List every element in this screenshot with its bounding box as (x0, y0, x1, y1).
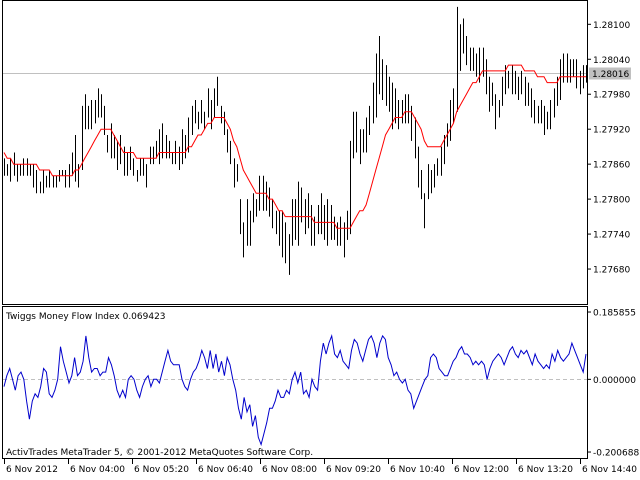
indicator-tick-label: 0.185855 (593, 309, 636, 319)
price-axis: 1.28100 1.28040 1.27980 1.27920 1.27860 1.278… (587, 21, 630, 276)
indicator-panel: Twiggs Money Flow Index 0.069423 ActivTr… (2, 306, 639, 459)
price-tick-label: 1.27920 (593, 126, 630, 136)
price-panel: 1.28100 1.28040 1.27980 1.27920 1.27860 1.278… (2, 0, 631, 305)
price-tick-label: 1.28100 (593, 21, 630, 31)
price-tick-label: 1.27740 (593, 231, 630, 241)
time-tick-label: 6 Nov 06:40 (198, 465, 253, 475)
price-tick-label: 1.27800 (593, 196, 630, 206)
indicator-tick-label: 0.000000 (593, 376, 636, 386)
time-axis: 6 Nov 2012 6 Nov 04:00 6 Nov 05:20 6 Nov 06… (4, 459, 637, 475)
time-tick-label: 6 Nov 05:20 (134, 465, 189, 475)
time-tick-label: 6 Nov 09:20 (326, 465, 381, 475)
copyright-footer: ActivTrades MetaTrader 5, © 2001-2012 Me… (6, 448, 313, 458)
bid-price-label-bg (589, 67, 631, 80)
time-tick-label: 6 Nov 13:20 (518, 465, 573, 475)
price-panel-frame (2, 0, 588, 305)
price-tick-label: 1.28040 (593, 56, 630, 66)
price-tick-label: 1.27860 (593, 161, 630, 171)
moving-average-line (3, 64, 586, 229)
indicator-tick-label: -0.200688 (593, 449, 639, 459)
indicator-axis: 0.185855 0.000000 -0.200688 (587, 309, 639, 459)
time-tick-label: 6 Nov 14:40 (582, 465, 637, 475)
price-tick-label: 1.27680 (593, 266, 630, 276)
money-flow-line (3, 334, 587, 447)
time-tick-label: 6 Nov 12:00 (454, 465, 509, 475)
bid-price-label: 1.28016 (592, 70, 629, 80)
time-tick-label: 6 Nov 08:00 (262, 465, 317, 475)
indicator-panel-frame (2, 306, 588, 459)
price-tick-label: 1.27980 (593, 91, 630, 101)
time-tick-label: 6 Nov 10:40 (390, 465, 445, 475)
indicator-title: Twiggs Money Flow Index 0.069423 (5, 312, 166, 322)
time-tick-label: 6 Nov 04:00 (70, 465, 125, 475)
price-bars (4, 6, 587, 275)
time-tick-label: 6 Nov 2012 (6, 465, 58, 475)
